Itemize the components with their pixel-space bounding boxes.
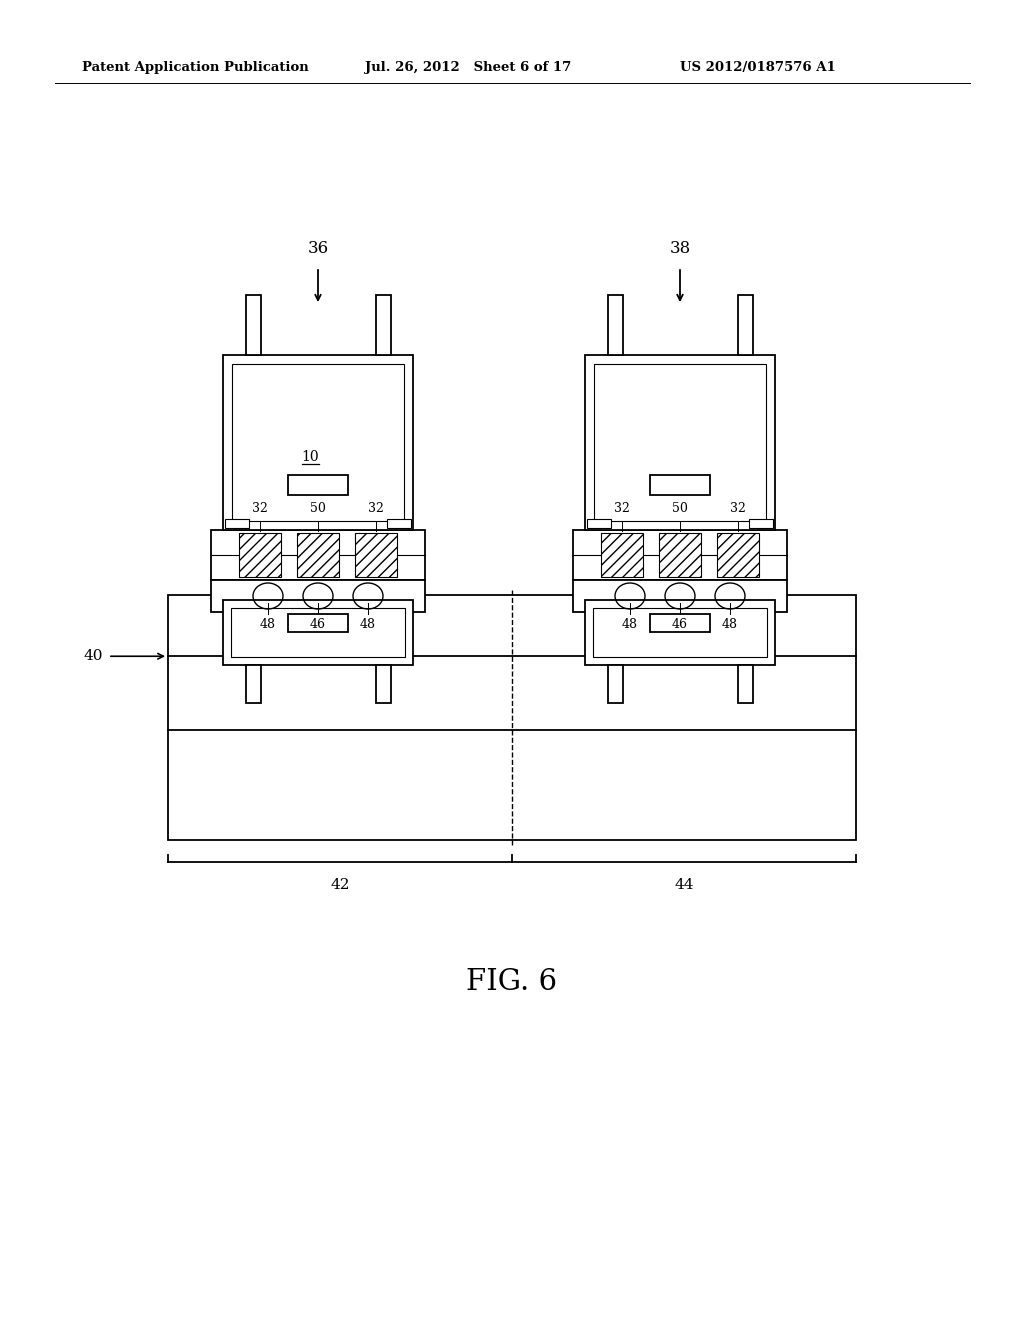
Text: 48: 48 [260,618,276,631]
Bar [211,531,425,579]
Bar [601,533,643,577]
Bar [288,475,348,495]
Bar [376,665,390,704]
Text: 42: 42 [331,878,350,892]
Text: 50: 50 [672,502,688,515]
Text: 36: 36 [307,240,329,257]
Bar [297,533,339,577]
Bar [607,665,623,704]
Text: 38: 38 [670,240,690,257]
Text: US 2012/0187576 A1: US 2012/0187576 A1 [680,61,836,74]
Bar [737,665,753,704]
Text: 32: 32 [730,502,745,515]
Text: 32: 32 [252,502,268,515]
Bar [593,609,767,657]
Bar [650,475,710,495]
Text: 32: 32 [368,502,384,515]
Bar [585,601,775,665]
Bar [168,595,856,840]
Bar [223,601,413,665]
Text: 46: 46 [310,618,326,631]
Bar [587,519,611,528]
Bar [594,364,766,521]
Bar [376,294,390,355]
Text: 10: 10 [301,450,318,465]
Bar [717,533,759,577]
Bar [232,364,404,521]
Bar [211,579,425,612]
Bar [650,614,710,632]
Text: 46: 46 [672,618,688,631]
Bar [585,355,775,531]
Text: 40: 40 [84,649,103,663]
Text: FIG. 6: FIG. 6 [467,968,557,997]
Text: 50: 50 [310,502,326,515]
Text: 48: 48 [360,618,376,631]
Bar [246,294,260,355]
Bar [737,294,753,355]
Bar [223,355,413,531]
Bar [573,579,787,612]
Bar [573,531,787,579]
Text: 44: 44 [674,878,693,892]
Bar [607,294,623,355]
Bar [659,533,701,577]
Text: 48: 48 [622,618,638,631]
Bar [231,609,406,657]
Text: Patent Application Publication: Patent Application Publication [82,61,309,74]
Bar [288,614,348,632]
Text: 32: 32 [614,502,630,515]
Text: 48: 48 [722,618,738,631]
Bar [749,519,773,528]
Bar [246,665,260,704]
Text: Jul. 26, 2012   Sheet 6 of 17: Jul. 26, 2012 Sheet 6 of 17 [365,61,571,74]
Bar [239,533,281,577]
Bar [387,519,411,528]
Bar [225,519,249,528]
Bar [355,533,397,577]
